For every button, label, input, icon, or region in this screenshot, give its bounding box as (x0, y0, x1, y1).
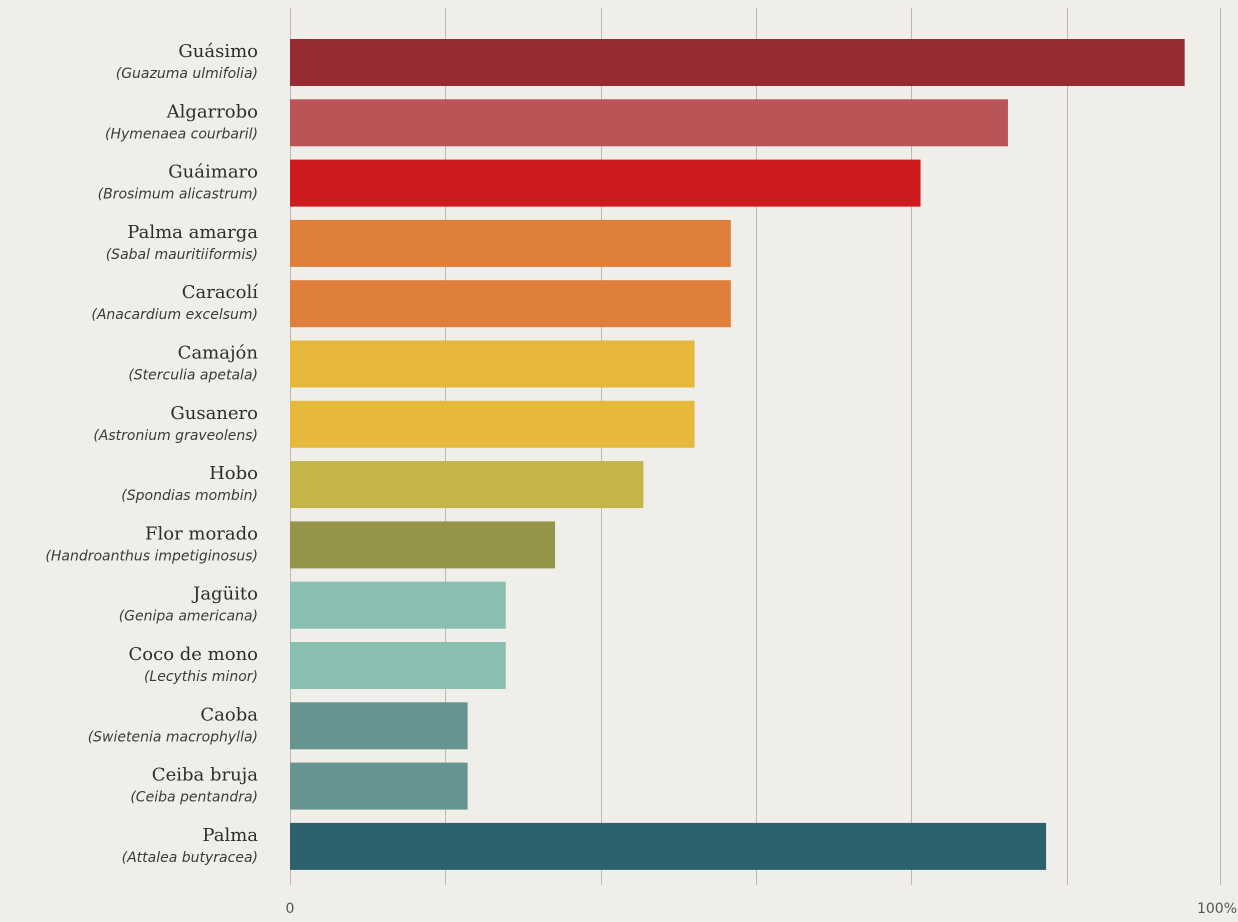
category-label: Palma amarga (127, 222, 258, 243)
category-label: Coco de mono (129, 644, 258, 665)
bar (290, 642, 506, 689)
bar (290, 581, 506, 629)
bar (290, 400, 695, 448)
scientific-name-label: (Hymenaea courbaril) (105, 126, 258, 142)
scientific-name-label: (Sterculia apetala) (128, 368, 258, 384)
bar (290, 702, 468, 750)
scientific-name-label: (Anacardium excelsum) (91, 307, 258, 323)
scientific-name-label: (Spondias mombin) (121, 488, 258, 504)
bar (290, 461, 644, 509)
scientific-name-label: (Swietenia macrophylla) (88, 729, 258, 745)
category-label: Gusanero (170, 403, 258, 424)
category-label: Algarrobo (166, 101, 258, 122)
scientific-name-label: (Handroanthus impetiginosus) (45, 548, 258, 564)
bar (290, 99, 1008, 147)
label-layer: Guásimo (Guazuma ulmifolia) Algarrobo (Hyme… (45, 41, 258, 866)
category-label: Jagüito (191, 584, 258, 605)
bar (290, 822, 1047, 870)
category-label: Ceiba bruja (152, 765, 258, 786)
scientific-name-label: (Brosimum alicastrum) (98, 187, 258, 203)
category-label: Hobo (209, 463, 258, 484)
x-tick-label: 100% (1197, 901, 1237, 917)
scientific-name-label: (Astronium graveolens) (93, 428, 258, 444)
scientific-name-label: (Sabal mauritiiformis) (106, 247, 258, 263)
bar (290, 219, 731, 267)
scientific-name-label: (Ceiba pentandra) (130, 790, 258, 806)
bar (290, 280, 731, 328)
bar (290, 762, 468, 810)
scientific-name-label: (Guazuma ulmifolia) (116, 66, 258, 82)
category-label: Caoba (200, 704, 258, 725)
scientific-name-label: (Attalea butyracea) (122, 850, 258, 866)
category-label: Palma (202, 825, 258, 846)
bar (290, 521, 556, 569)
category-label: Guáimaro (168, 162, 258, 183)
category-label: Caracolí (182, 282, 259, 303)
bar (290, 159, 921, 207)
scientific-name-label: (Genipa americana) (119, 609, 258, 625)
x-tick-label: 0 (286, 901, 295, 917)
tick-layer: 0 100% (286, 901, 1237, 917)
bar (290, 39, 1185, 86)
category-label: Camajón (178, 343, 259, 364)
bar (290, 340, 695, 388)
category-label: Flor morado (145, 523, 258, 544)
scientific-name-label: (Lecythis minor) (144, 669, 258, 685)
bar-layer (290, 39, 1185, 870)
category-label: Guásimo (178, 41, 258, 62)
